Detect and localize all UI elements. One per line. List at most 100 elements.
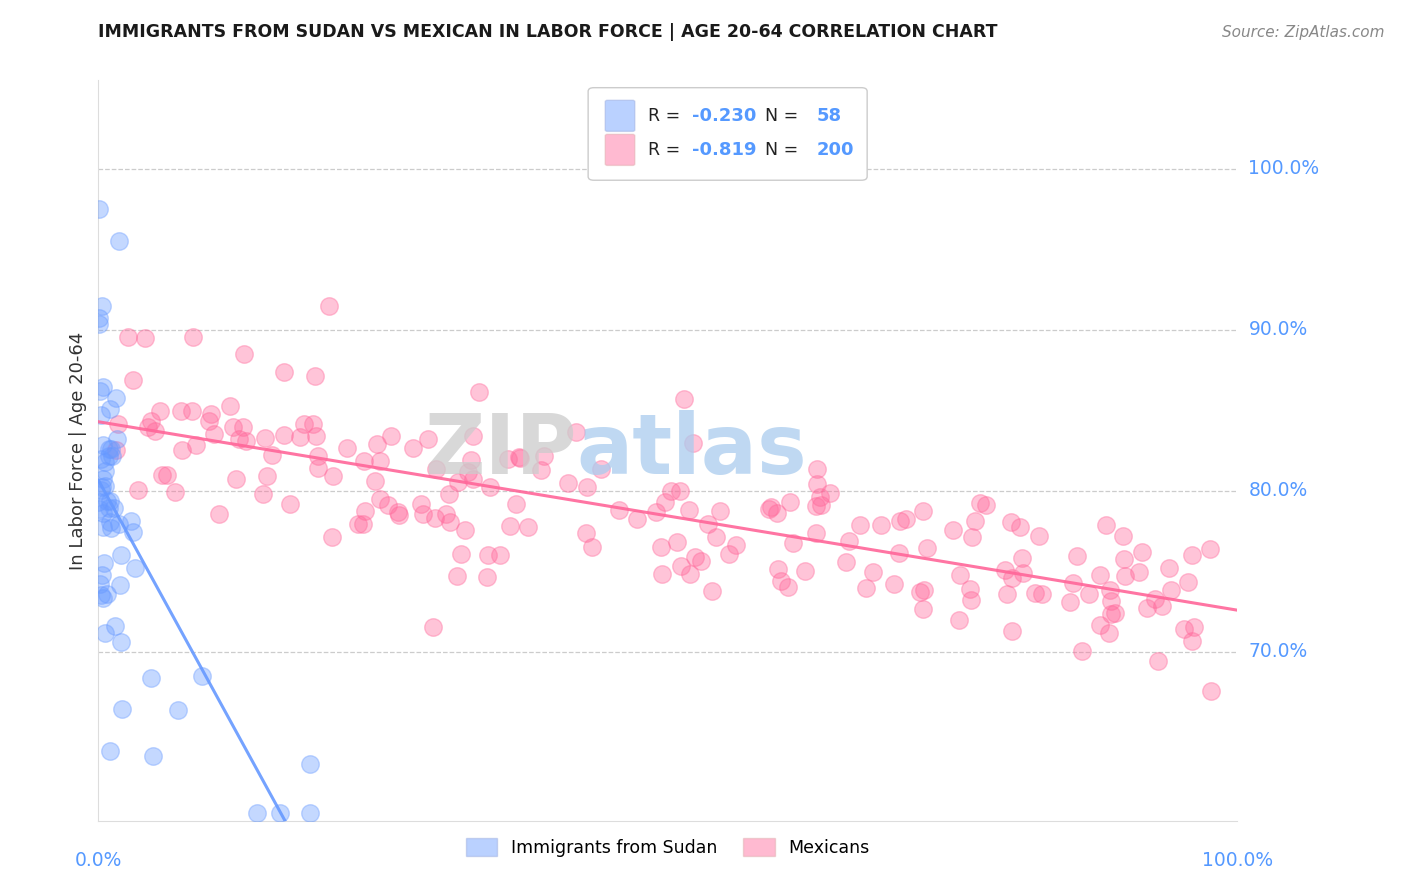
Point [1112,529,1135,543]
Point [645,505,668,519]
Point [810,499,832,513]
Point [808,490,831,504]
Point [607,503,630,517]
Point [589,462,612,476]
Point [305,429,328,443]
Point [252,486,274,500]
Point [294,417,316,431]
Point [1099,607,1122,621]
Point [91,591,114,605]
Point [353,453,375,467]
Point [766,562,789,576]
Text: 100.0%: 100.0% [1202,851,1272,871]
Point [468,384,491,399]
Point [669,483,692,498]
Point [100,521,122,535]
Point [461,472,484,486]
Text: R =: R = [648,141,686,159]
Point [1184,620,1206,634]
Point [89,310,111,325]
Text: 100.0%: 100.0% [1249,160,1319,178]
Point [439,487,461,501]
Point [304,368,326,383]
Point [666,535,689,549]
Point [368,454,391,468]
Point [377,498,399,512]
Point [100,442,122,456]
Point [89,384,111,398]
Point [273,365,295,379]
Point [104,443,127,458]
Point [949,568,972,582]
Point [166,703,188,717]
Text: IMMIGRANTS FROM SUDAN VS MEXICAN IN LABOR FORCE | AGE 20-64 CORRELATION CHART: IMMIGRANTS FROM SUDAN VS MEXICAN IN LABO… [98,23,998,41]
Point [409,497,432,511]
Point [134,331,156,345]
Point [93,455,115,469]
Point [696,517,718,532]
Point [672,392,695,406]
Point [1099,593,1122,607]
Point [150,468,173,483]
Y-axis label: In Labor Force | Age 20-64: In Labor Force | Age 20-64 [69,331,87,570]
Point [849,518,872,533]
Point [108,578,131,592]
Point [1001,624,1024,638]
Point [889,514,911,528]
Text: 80.0%: 80.0% [1249,481,1308,500]
Point [90,451,112,466]
Point [364,474,387,488]
Point [163,485,186,500]
Point [110,548,132,562]
Point [959,593,981,607]
Point [127,483,149,497]
Point [457,465,479,479]
Point [804,499,827,513]
Point [91,438,114,452]
Point [1001,571,1024,585]
Point [425,461,447,475]
Point [197,414,219,428]
Point [1144,591,1167,606]
Point [908,585,931,599]
Point [346,517,368,532]
Point [769,574,792,588]
Point [1062,575,1084,590]
Point [208,507,231,521]
Point [221,420,243,434]
Point [288,430,311,444]
Point [273,428,295,442]
Point [142,749,165,764]
Point [1181,634,1204,648]
Point [219,400,242,414]
Point [90,483,112,498]
Point [564,425,586,440]
Point [321,530,343,544]
Point [1024,585,1046,599]
Point [388,508,411,522]
Point [1071,643,1094,657]
Point [782,535,804,549]
Point [352,516,374,531]
Point [960,530,983,544]
Point [228,433,250,447]
Point [108,234,131,248]
Point [91,520,114,534]
Point [90,299,112,313]
Point [678,502,700,516]
Point [301,417,323,431]
Point [870,518,893,533]
Point [1152,599,1174,613]
Point [575,525,598,540]
Point [509,450,531,465]
Point [121,373,143,387]
Point [93,556,115,570]
Point [915,541,938,555]
Point [818,486,841,500]
Point [366,437,388,451]
Point [108,516,131,531]
Point [460,453,482,467]
Point [412,507,434,521]
Point [423,510,446,524]
FancyBboxPatch shape [588,87,868,180]
